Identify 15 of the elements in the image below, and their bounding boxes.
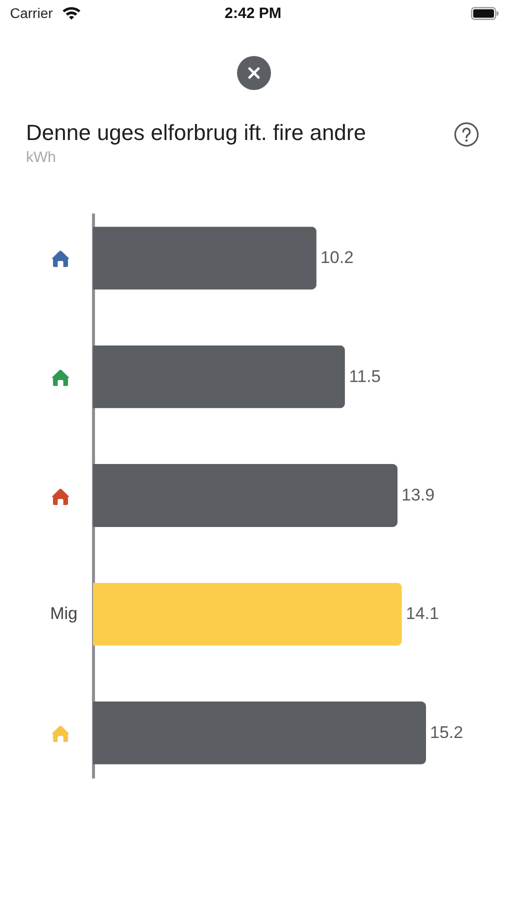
bar bbox=[93, 345, 345, 408]
chart-subtitle: kWh bbox=[26, 149, 56, 166]
text: 2:42 PM bbox=[224, 5, 282, 22]
y-tick-label: Mig bbox=[50, 604, 78, 624]
bar bbox=[93, 226, 316, 290]
data-label: 10.2 bbox=[320, 248, 354, 268]
bar bbox=[93, 701, 426, 764]
data-label: 15.2 bbox=[430, 722, 464, 742]
chart-title: Denne uges elforbrug ift. fire andre bbox=[26, 120, 366, 146]
bar bbox=[93, 464, 398, 527]
data-label: 13.9 bbox=[402, 486, 435, 504]
bar bbox=[93, 582, 402, 646]
text: Carrier bbox=[10, 5, 53, 21]
data-label: 14.1 bbox=[406, 604, 439, 624]
data-label: 11.5 bbox=[348, 366, 381, 386]
